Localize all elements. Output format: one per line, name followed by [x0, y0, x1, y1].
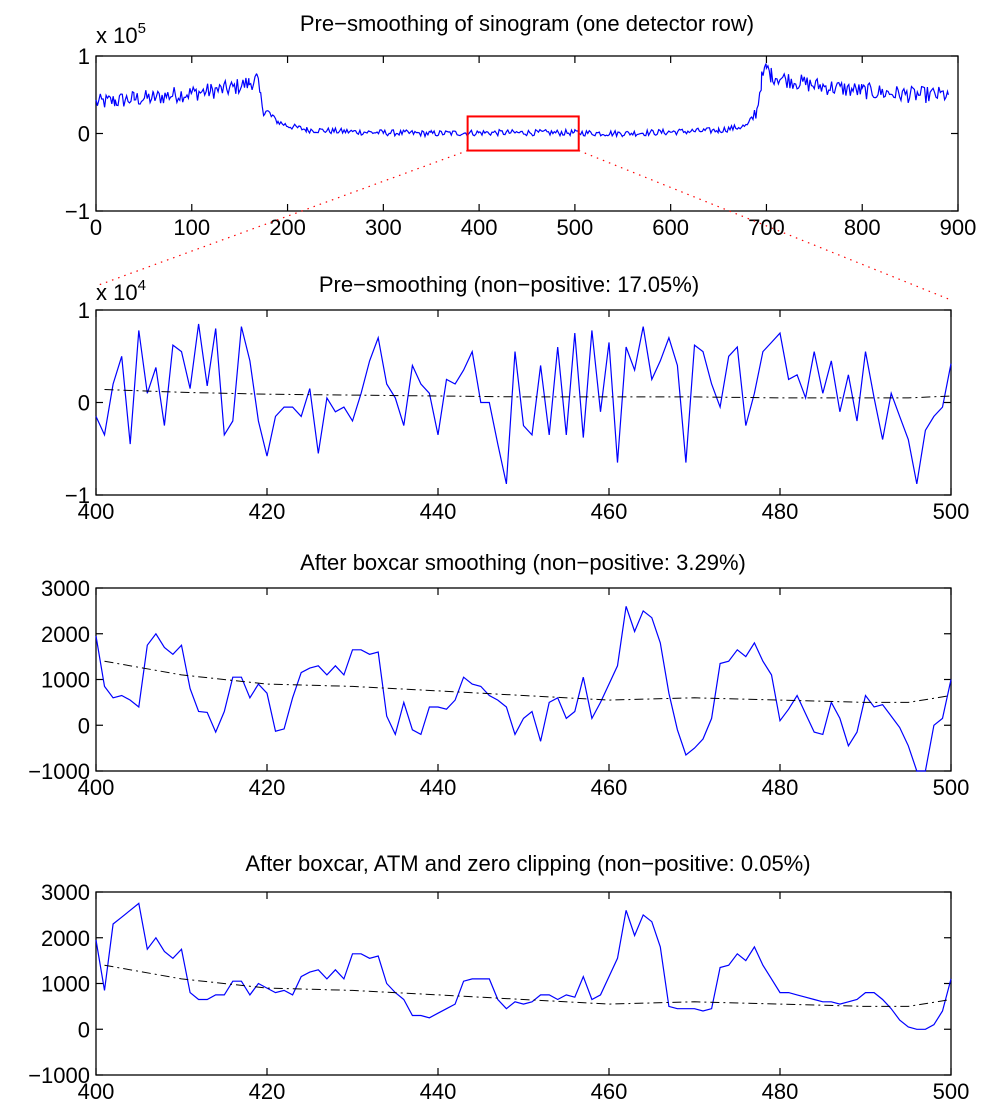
panel-2-title: Pre−smoothing (non−positive: 17.05%) [319, 272, 699, 297]
x-tick-label: 480 [762, 1079, 799, 1104]
y-tick-label: 0 [78, 122, 90, 147]
trend-line [104, 660, 952, 703]
trend-line [104, 389, 952, 399]
x-tick-label: 420 [249, 499, 286, 524]
signal-line [95, 63, 949, 139]
x-tick-label: 200 [269, 215, 306, 240]
y-tick-label: 2000 [41, 926, 90, 951]
panel-3-boxcar: After boxcar smoothing (non−positive: 3.… [28, 550, 969, 800]
zoom-region-box [466, 115, 580, 152]
x-tick-label: 460 [591, 775, 628, 800]
y-tick-label: 1 [78, 44, 90, 69]
panel-4-yticks: −1000 0 1000 2000 3000 [28, 880, 951, 1088]
panel-2-yticks: −1 0 1 [65, 298, 951, 508]
trend-line [104, 964, 952, 1007]
x-tick-label: 440 [420, 499, 457, 524]
y-tick-label: 1000 [41, 668, 90, 693]
panel-3-series [95, 606, 952, 772]
x-tick-label: 700 [748, 215, 785, 240]
panel-3-title: After boxcar smoothing (non−positive: 3.… [300, 550, 746, 575]
x-tick-label: 800 [844, 215, 881, 240]
x-tick-label: 400 [78, 1079, 115, 1104]
y-tick-label: 0 [78, 391, 90, 416]
x-tick-label: 0 [90, 215, 102, 240]
panel-1-yticks: −1 0 1 [65, 44, 958, 224]
x-tick-label: 400 [461, 215, 498, 240]
panel-1-title: Pre−smoothing of sinogram (one detector … [300, 11, 754, 36]
panel-1-series [95, 63, 949, 139]
panel-2-exponent: x 104 [96, 277, 146, 305]
x-tick-label: 480 [762, 499, 799, 524]
panel-3-yticks: −1000 0 1000 2000 3000 [28, 576, 951, 784]
x-tick-label: 400 [78, 499, 115, 524]
x-tick-label: 460 [591, 499, 628, 524]
x-tick-label: 440 [420, 775, 457, 800]
x-tick-label: 500 [557, 215, 594, 240]
x-tick-label: 100 [173, 215, 210, 240]
y-tick-label: 2000 [41, 622, 90, 647]
y-tick-label: 0 [78, 1017, 90, 1042]
x-tick-label: 500 [933, 775, 970, 800]
panel-4-title: After boxcar, ATM and zero clipping (non… [245, 851, 810, 876]
y-tick-label: 1 [78, 298, 90, 323]
panel-4-series [95, 902, 952, 1030]
x-tick-label: 420 [249, 775, 286, 800]
zoom-connector-left [95, 149, 468, 287]
x-tick-label: 460 [591, 1079, 628, 1104]
panel-3-xticks: 400 420 440 460 480 500 [78, 588, 970, 800]
panel-4-xticks: 400 420 440 460 480 500 [78, 892, 970, 1104]
panel-2-series [95, 323, 952, 485]
x-tick-label: 500 [933, 1079, 970, 1104]
y-tick-label: −1 [65, 199, 90, 224]
y-tick-label: −1 [65, 483, 90, 508]
x-tick-label: 500 [933, 499, 970, 524]
panel-1-xticks: 0 100 200 300 400 500 600 700 800 900 [90, 56, 976, 240]
signal-line [95, 606, 952, 772]
x-tick-label: 420 [249, 1079, 286, 1104]
x-tick-label: 480 [762, 775, 799, 800]
x-tick-label: 440 [420, 1079, 457, 1104]
y-tick-label: 1000 [41, 972, 90, 997]
panel-4-clipped: After boxcar, ATM and zero clipping (non… [28, 851, 969, 1104]
panel-1-exponent: x 105 [96, 20, 146, 48]
y-tick-label: −1000 [28, 759, 90, 784]
x-tick-label: 400 [78, 775, 115, 800]
panel-1-full-row: Pre−smoothing of sinogram (one detector … [65, 11, 976, 240]
x-tick-label: 300 [365, 215, 402, 240]
panel-2-axes [95, 309, 952, 496]
x-tick-label: 600 [652, 215, 689, 240]
y-tick-label: 0 [78, 713, 90, 738]
y-tick-label: −1000 [28, 1063, 90, 1088]
panel-2-raw-zoom: Pre−smoothing (non−positive: 17.05%) x 1… [65, 272, 969, 524]
y-tick-label: 3000 [41, 880, 90, 905]
panel-2-xticks: 400 420 440 460 480 500 [78, 310, 970, 524]
signal-line [95, 902, 952, 1030]
x-tick-label: 900 [940, 215, 977, 240]
y-tick-label: 3000 [41, 576, 90, 601]
signal-line [95, 323, 952, 485]
